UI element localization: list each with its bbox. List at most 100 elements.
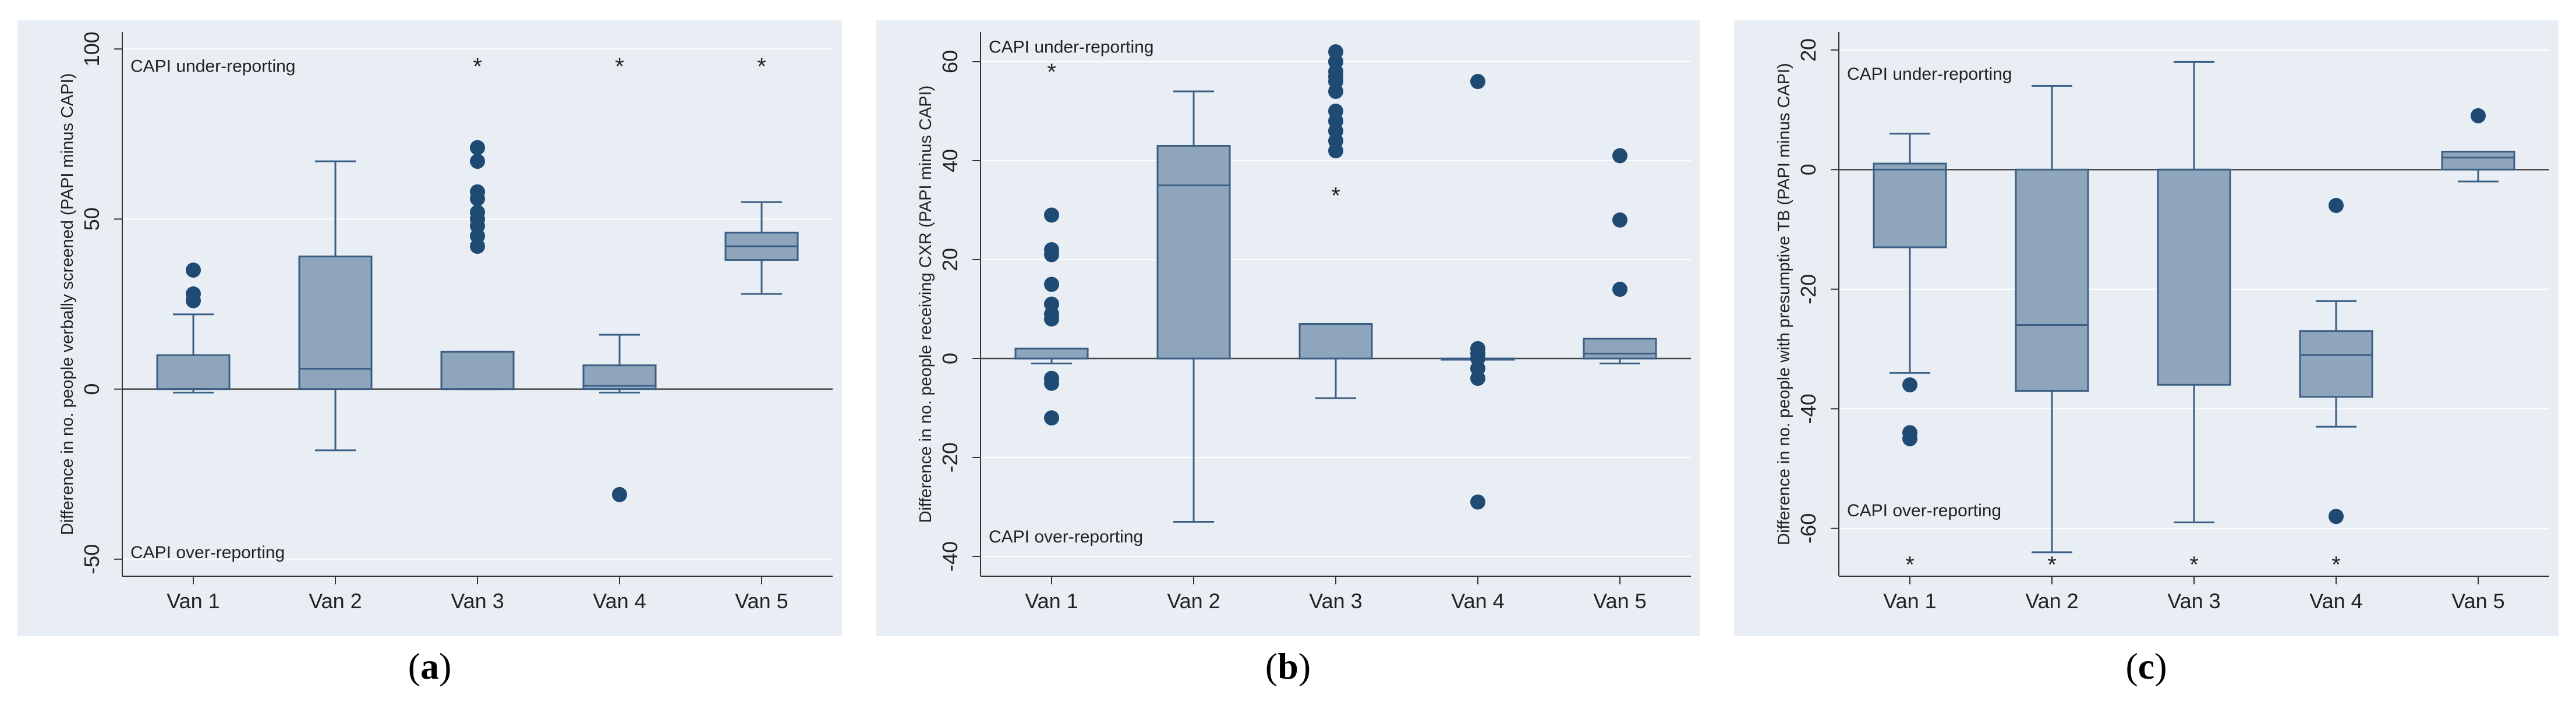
x-tick-label: Van 3 [2167, 589, 2220, 613]
y-tick-label: -60 [1796, 513, 1820, 544]
significance-star: * [1331, 183, 1340, 209]
significance-star: * [2047, 552, 2057, 577]
y-tick-label: 40 [938, 149, 962, 172]
significance-star: * [473, 54, 482, 79]
annotation-over-reporting: CAPI over-reporting [989, 527, 1143, 547]
x-tick-label: Van 5 [735, 589, 788, 613]
x-tick-label: Van 2 [2025, 589, 2078, 613]
x-tick-label: Van 5 [1593, 589, 1646, 613]
x-tick-label: Van 3 [451, 589, 504, 613]
x-tick-label: Van 2 [1167, 589, 1220, 613]
y-tick-label: 0 [1796, 164, 1820, 175]
significance-star: * [615, 54, 624, 79]
x-tick-label: Van 3 [1309, 589, 1362, 613]
iqr-box [1873, 162, 1947, 249]
y-tick-label: 20 [1796, 38, 1820, 62]
box-group-van-4: * [2299, 197, 2373, 577]
caption-b: (b) [1265, 645, 1311, 687]
outlier-point [1044, 276, 1059, 292]
outlier-point [1612, 282, 1627, 297]
outlier-point [186, 286, 201, 301]
y-tick-label: -20 [938, 442, 962, 473]
significance-star: * [1047, 59, 1056, 85]
caption-c: (c) [2125, 645, 2167, 687]
iqr-box [298, 256, 373, 391]
outlier-point [1044, 242, 1059, 257]
significance-star: * [2331, 552, 2341, 577]
iqr-box [440, 350, 515, 391]
significance-star: * [2189, 552, 2199, 577]
box-group-van-3: * [1298, 44, 1373, 399]
box-group-van-4: * [582, 54, 657, 502]
box-group-van-2: * [2015, 84, 2089, 577]
box-group-van-2 [298, 160, 373, 452]
y-tick-label: 0 [938, 353, 962, 364]
iqr-box [2441, 150, 2515, 171]
y-tick-label: -40 [938, 541, 962, 572]
y-axis-label: Difference in no. people verbally screen… [58, 73, 77, 535]
outlier-point [186, 263, 201, 278]
iqr-box [2299, 330, 2373, 398]
y-tick-label: 60 [938, 50, 962, 73]
outlier-point [1470, 341, 1485, 356]
y-tick-label: -20 [1796, 274, 1820, 304]
outlier-point [1612, 212, 1627, 228]
y-tick-label: -50 [80, 544, 104, 574]
outlier-point [1044, 371, 1059, 386]
iqr-box [2015, 168, 2089, 392]
x-tick-label: Van 4 [1451, 589, 1504, 613]
outlier-point [1470, 494, 1485, 510]
y-tick-label: -40 [1796, 393, 1820, 424]
caption-a: (a) [408, 645, 452, 687]
y-tick-label: 20 [938, 248, 962, 271]
iqr-box [1298, 323, 1373, 360]
iqr-box [156, 354, 231, 391]
outlier-point [470, 140, 485, 155]
chart-panel-a: -50 0 50 100 Difference in no. people verbal… [17, 20, 842, 636]
chart-panel-b: -40 -20 0 20 40 60 Difference in no. people re… [876, 20, 1700, 636]
annotation-over-reporting: CAPI over-reporting [130, 543, 285, 562]
iqr-box [1583, 338, 1657, 360]
outlier-point [1470, 74, 1485, 89]
annotation-over-reporting: CAPI over-reporting [1847, 501, 2001, 520]
outlier-point [2329, 197, 2344, 213]
chart-panel-c: -60 -40 -20 0 20 Difference in no. people wit… [1734, 20, 2559, 636]
box-group-van-5 [2441, 108, 2515, 183]
x-tick-label: Van 4 [2309, 589, 2362, 613]
iqr-box [1014, 347, 1089, 360]
significance-star: * [1905, 552, 1915, 577]
outlier-point [2471, 108, 2486, 123]
annotation-under-reporting: CAPI under-reporting [130, 56, 295, 76]
outlier-point [470, 204, 485, 220]
box-group-van-4 [1441, 74, 1515, 510]
box-group-van-3: * [440, 54, 515, 391]
outlier-point [1328, 104, 1343, 119]
box-group-van-5: * [724, 54, 799, 295]
y-axis-label: Difference in no. people with presumptiv… [1775, 63, 1793, 545]
outlier-point [470, 154, 485, 169]
outlier-point [1044, 296, 1059, 312]
plot-area [122, 32, 833, 576]
y-tick-label: 100 [80, 31, 104, 66]
x-tick-label: Van 4 [593, 589, 646, 613]
x-tick-label: Van 1 [1883, 589, 1936, 613]
box-group-van-3: * [2157, 61, 2231, 577]
iqr-box [2157, 168, 2231, 386]
outlier-point [1902, 377, 1917, 393]
significance-star: * [757, 54, 766, 79]
box-group-van-1: * [1873, 133, 1947, 577]
box-group-van-1: * [1014, 59, 1089, 425]
box-group-van-2 [1156, 90, 1231, 523]
outlier-point [1328, 44, 1343, 59]
iqr-box [1156, 145, 1231, 360]
outlier-point [1044, 207, 1059, 223]
annotation-under-reporting: CAPI under-reporting [1847, 65, 2012, 84]
box-group-van-1 [156, 263, 231, 393]
outlier-point [1612, 148, 1627, 164]
outlier-point [2329, 509, 2344, 524]
box-group-van-5 [1583, 148, 1657, 364]
x-tick-label: Van 2 [309, 589, 362, 613]
